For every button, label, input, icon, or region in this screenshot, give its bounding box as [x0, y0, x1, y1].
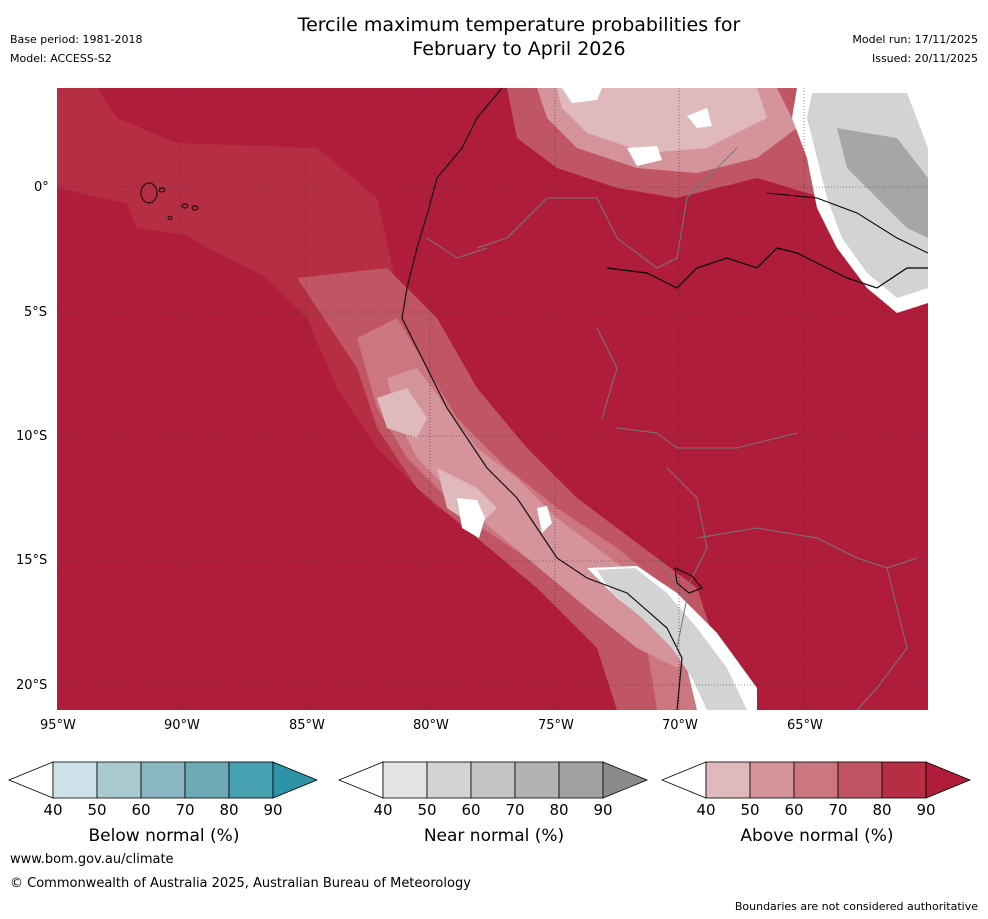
galapagos-islands [140, 182, 199, 220]
coast-band-above-40 [377, 388, 427, 438]
colorbar-above [661, 761, 972, 799]
colorbar-near-arrow-left [338, 761, 384, 799]
colorbar-above-tick-50: 50 [740, 801, 760, 819]
colorbar-near-arrow-right [602, 761, 649, 799]
coastline [401, 88, 683, 710]
colorbar-near-cell-4 [514, 761, 560, 799]
colorbar-near-label: Near normal (%) [423, 826, 565, 846]
northeast-near-normal-70 [837, 128, 928, 238]
colorbar-below-tick-60: 60 [131, 801, 151, 819]
map-title: Tercile maximum temperature probabilitie… [0, 13, 988, 61]
footer-disclaimer: Boundaries are not considered authoritat… [734, 900, 978, 913]
colorbar-near [338, 761, 649, 799]
colorbar-above-cell-3 [793, 761, 839, 799]
colorbar-near-cell-5 [558, 761, 604, 799]
gridlines [57, 88, 928, 710]
lon-label-75w: 75°W [538, 718, 574, 733]
footer-url[interactable]: www.bom.gov.au/climate [10, 852, 174, 867]
north-near-normal-blob-1 [562, 88, 602, 103]
colorbar-near-cell-2 [426, 761, 472, 799]
lon-label-65w: 65°W [787, 718, 823, 733]
amazon-river [606, 247, 928, 289]
north-near-normal-blob-3 [687, 108, 712, 128]
lat-label-10s: 10°S [16, 429, 48, 444]
colorbar-below-tick-80: 80 [219, 801, 239, 819]
colorbar-near-tick-90: 90 [593, 801, 613, 819]
base-period-text: Base period: 1981-2018 [10, 33, 143, 46]
colorbar-above-tick-40: 40 [696, 801, 716, 819]
footer-copyright: © Commonwealth of Australia 2025, Austra… [10, 876, 471, 891]
issued-text: Issued: 20/11/2025 [871, 52, 978, 65]
probability-map [57, 88, 928, 710]
country-borders [426, 147, 918, 710]
ocean-band-above-90 [57, 188, 617, 710]
colorbar-below [8, 761, 319, 799]
colorbar-below-cell-5 [228, 761, 274, 799]
colorbar-below-tick-70: 70 [175, 801, 195, 819]
rio-negro [766, 192, 928, 254]
north-near-normal-blob-2 [627, 146, 662, 166]
colorbar-near-tick-70: 70 [505, 801, 525, 819]
colorbar-above-tick-90: 90 [916, 801, 936, 819]
colorbar-above-tick-60: 60 [784, 801, 804, 819]
equator-band-above-80 [117, 168, 377, 253]
north-band-above-40 [557, 88, 767, 153]
colorbar-below-cell-4 [184, 761, 230, 799]
colorbar-above-tick-70: 70 [828, 801, 848, 819]
lon-label-85w: 85°W [289, 718, 325, 733]
lon-label-95w: 95°W [40, 718, 76, 733]
colorbar-near-tick-80: 80 [549, 801, 569, 819]
colorbar-below-cell-1 [52, 761, 98, 799]
colorbar-above-cell-1 [705, 761, 751, 799]
lat-label-5s: 5°S [24, 305, 48, 320]
colorbar-near-tick-40: 40 [373, 801, 393, 819]
lon-label-90w: 90°W [164, 718, 200, 733]
colorbar-above-arrow-left [661, 761, 707, 799]
title-line-1: Tercile maximum temperature probabilitie… [297, 14, 741, 36]
colorbar-above-cell-4 [837, 761, 883, 799]
colorbar-above-label: Above normal (%) [740, 826, 894, 846]
colorbar-below-tick-40: 40 [43, 801, 63, 819]
colorbar-below-label: Below normal (%) [88, 826, 240, 846]
colorbar-below-tick-50: 50 [87, 801, 107, 819]
colorbar-below-cell-2 [96, 761, 142, 799]
model-run-text: Model run: 17/11/2025 [852, 33, 978, 46]
colorbar-near-cell-3 [470, 761, 516, 799]
lon-label-80w: 80°W [413, 718, 449, 733]
colorbar-near-cell-1 [382, 761, 428, 799]
model-text: Model: ACCESS-S2 [10, 52, 112, 65]
colorbar-above-tick-80: 80 [872, 801, 892, 819]
colorbar-below-cell-3 [140, 761, 186, 799]
colorbar-near-tick-60: 60 [461, 801, 481, 819]
lake-titicaca [674, 567, 703, 594]
colorbar-below-tick-90: 90 [263, 801, 283, 819]
lat-label-15s: 15°S [16, 553, 48, 568]
colorbar-above-cell-2 [749, 761, 795, 799]
lon-label-70w: 70°W [662, 718, 698, 733]
lat-label-20s: 20°S [16, 678, 48, 693]
colorbar-below-arrow-left [8, 761, 54, 799]
colorbar-above-cell-5 [881, 761, 927, 799]
inland-near-normal-blob [537, 506, 552, 533]
colorbar-near-tick-50: 50 [417, 801, 437, 819]
peru-near-normal-blob [457, 498, 485, 538]
lat-label-0: 0° [34, 180, 49, 195]
colorbar-above-arrow-right [925, 761, 972, 799]
colorbar-below-arrow-right [272, 761, 319, 799]
title-line-2: February to April 2026 [412, 38, 626, 60]
